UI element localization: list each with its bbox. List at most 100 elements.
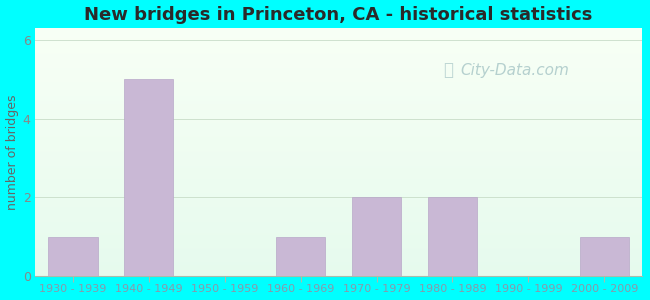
- Bar: [35, 199, 642, 200]
- Bar: [35, 212, 642, 213]
- Bar: [35, 101, 642, 102]
- Bar: [35, 230, 642, 231]
- Bar: [35, 110, 642, 111]
- Bar: [35, 215, 642, 217]
- Bar: [35, 85, 642, 86]
- Bar: [35, 149, 642, 151]
- Bar: [35, 100, 642, 101]
- Bar: [35, 91, 642, 92]
- Bar: [35, 43, 642, 44]
- Bar: [35, 223, 642, 224]
- Bar: [35, 192, 642, 193]
- Bar: [35, 197, 642, 198]
- Bar: [35, 102, 642, 104]
- Bar: [124, 79, 174, 276]
- Bar: [35, 84, 642, 85]
- Bar: [35, 122, 642, 124]
- Bar: [35, 45, 642, 46]
- Bar: [35, 109, 642, 110]
- Bar: [35, 246, 642, 247]
- Bar: [35, 206, 642, 207]
- Bar: [35, 141, 642, 142]
- Bar: [35, 251, 642, 253]
- Bar: [35, 138, 642, 140]
- Bar: [35, 240, 642, 242]
- Bar: [35, 63, 642, 64]
- Bar: [35, 189, 642, 190]
- Bar: [35, 221, 642, 223]
- Bar: [35, 73, 642, 74]
- Bar: [35, 195, 642, 197]
- Bar: [35, 39, 642, 40]
- Bar: [35, 229, 642, 230]
- Bar: [35, 103, 642, 105]
- Y-axis label: number of bridges: number of bridges: [6, 94, 19, 210]
- Bar: [35, 243, 642, 244]
- Bar: [35, 98, 642, 99]
- Bar: [35, 89, 642, 90]
- Bar: [35, 257, 642, 259]
- Bar: [35, 269, 642, 270]
- Bar: [35, 264, 642, 265]
- Bar: [35, 172, 642, 173]
- Bar: [35, 124, 642, 125]
- Bar: [35, 130, 642, 131]
- Bar: [35, 226, 642, 228]
- Bar: [35, 208, 642, 209]
- Bar: [35, 270, 642, 271]
- Bar: [35, 37, 642, 38]
- Bar: [35, 60, 642, 62]
- Bar: [35, 40, 642, 41]
- Bar: [35, 145, 642, 146]
- Bar: [35, 235, 642, 236]
- Bar: [35, 228, 642, 229]
- Bar: [35, 50, 642, 52]
- Bar: [35, 179, 642, 181]
- Bar: [35, 58, 642, 59]
- Bar: [35, 75, 642, 76]
- Bar: [35, 33, 642, 34]
- Bar: [35, 140, 642, 141]
- Bar: [35, 115, 642, 116]
- Bar: [35, 202, 642, 203]
- Bar: [35, 244, 642, 245]
- Bar: [35, 163, 642, 164]
- Bar: [35, 166, 642, 167]
- Bar: [35, 182, 642, 183]
- Bar: [35, 267, 642, 269]
- Bar: [35, 188, 642, 189]
- Bar: [35, 156, 642, 157]
- Bar: [35, 218, 642, 219]
- Bar: [428, 197, 477, 276]
- Bar: [35, 128, 642, 130]
- Bar: [48, 237, 98, 276]
- Bar: [35, 187, 642, 188]
- Bar: [35, 135, 642, 136]
- Bar: [35, 148, 642, 149]
- Bar: [35, 183, 642, 184]
- Bar: [35, 169, 642, 171]
- Bar: [35, 77, 642, 79]
- Bar: [35, 70, 642, 71]
- Bar: [35, 265, 642, 266]
- Bar: [35, 194, 642, 195]
- Bar: [35, 134, 642, 135]
- Bar: [35, 225, 642, 226]
- Bar: [35, 90, 642, 91]
- Bar: [35, 46, 642, 48]
- Bar: [35, 142, 642, 143]
- Bar: [35, 259, 642, 260]
- Bar: [35, 61, 642, 63]
- Bar: [35, 177, 642, 178]
- Bar: [35, 242, 642, 243]
- Bar: [35, 79, 642, 80]
- Bar: [35, 231, 642, 233]
- Bar: [35, 54, 642, 55]
- Bar: [35, 253, 642, 254]
- Bar: [352, 197, 401, 276]
- Bar: [35, 106, 642, 107]
- Bar: [35, 236, 642, 238]
- Bar: [35, 217, 642, 218]
- Bar: [35, 64, 642, 65]
- Bar: [35, 125, 642, 126]
